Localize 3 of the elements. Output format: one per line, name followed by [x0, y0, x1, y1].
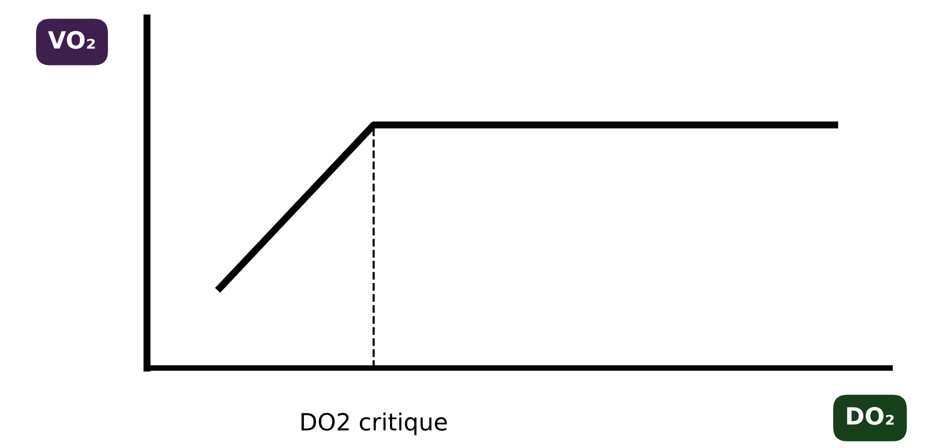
y-axis-title: VO₂: [48, 30, 95, 49]
x-axis-title: DO₂: [847, 406, 894, 425]
text: DO2 critique: [302, 412, 447, 436]
